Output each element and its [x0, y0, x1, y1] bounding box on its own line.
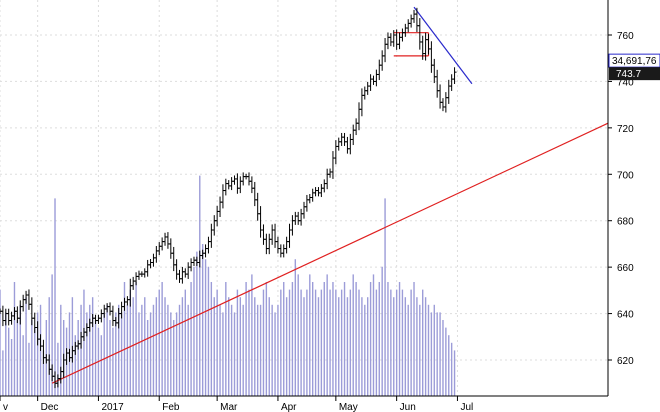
- x-axis: v Dec 2017 Feb Mar Apr May Jun Jul: [0, 395, 608, 412]
- last-value-tag-text: 743.7: [616, 69, 641, 80]
- trendline-resistance: [413, 6, 473, 85]
- y-tick-label: 640: [617, 310, 634, 321]
- y-tick-label: 740: [617, 77, 634, 88]
- x-tick-label: Apr: [281, 402, 297, 412]
- trendline-support: [51, 122, 609, 384]
- x-tick-label: Dec: [41, 402, 59, 412]
- secondary-value-tag: [608, 53, 660, 68]
- x-tick-label: v: [3, 402, 8, 412]
- x-tick-label: Jun: [400, 402, 416, 412]
- x-tick-label: May: [339, 402, 358, 412]
- value-tags: 34,691,76 743.7: [608, 53, 660, 81]
- y-tick-label: 720: [617, 124, 634, 135]
- x-tick-label: Feb: [162, 402, 180, 412]
- y-tick-label: 660: [617, 263, 634, 274]
- y-tick-label: 760: [617, 31, 634, 42]
- volume-series: [0, 175, 456, 396]
- y-tick-label: 620: [617, 356, 634, 367]
- x-tick-label: Mar: [220, 402, 238, 412]
- y-tick-label: 700: [617, 170, 634, 181]
- y-axis: 620 640 660 680 700 720 740 760: [607, 0, 634, 396]
- x-tick-label: Jul: [460, 402, 473, 412]
- price-series: [0, 7, 457, 389]
- x-tick-label: 2017: [101, 402, 124, 412]
- secondary-value-tag-text: 34,691,76: [612, 56, 657, 67]
- last-value-tag: [609, 67, 660, 81]
- y-tick-label: 680: [617, 217, 634, 228]
